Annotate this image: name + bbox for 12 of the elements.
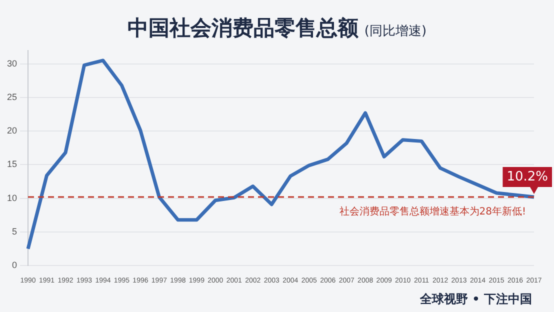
y-tick-label: 20 [6,126,18,136]
y-tick-label: 5 [12,226,18,236]
y-tick-label: 10 [6,192,18,203]
annotation: 10.2% [506,169,548,184]
ref-line-label: 社会消费品零售总额增速基本为28年新低! [339,206,526,218]
chart-subtitle: (同比增速) [364,24,427,39]
chart-title: 中国社会消费品零售总额 [127,16,358,40]
y-tick-label: 0 [12,260,18,270]
y-tick-label: 15 [6,159,18,170]
text: 全球视野 • 下注中国 [420,291,532,308]
y-tick-label: 30 [6,58,18,68]
y-tick-label: 25 [6,92,18,102]
